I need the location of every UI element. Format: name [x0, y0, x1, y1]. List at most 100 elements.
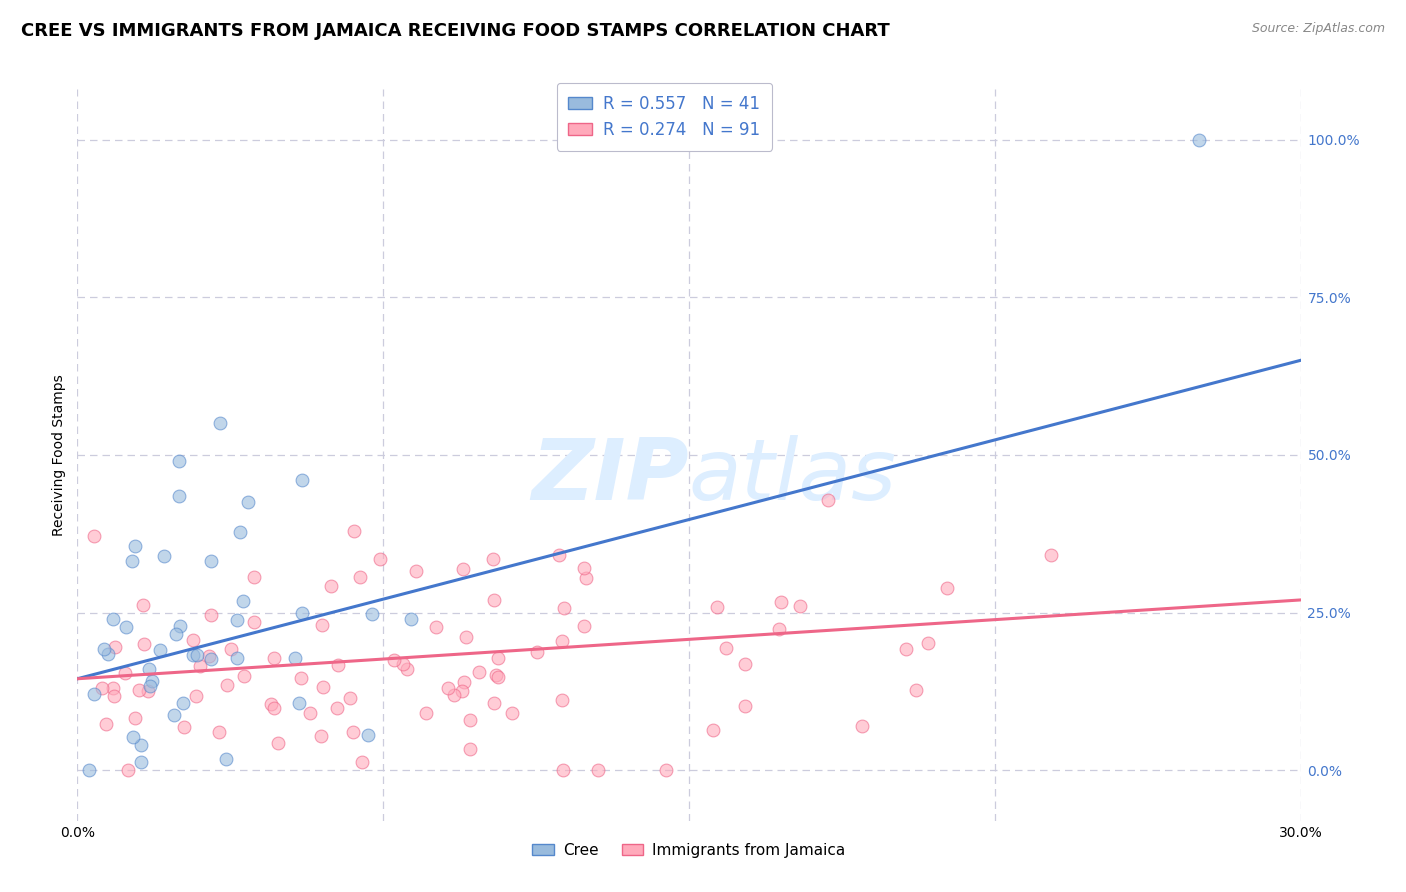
Point: [83, 687, 105, 701]
Point: [437, 681, 460, 695]
Point: [894, 642, 917, 657]
Point: [575, 571, 598, 585]
Point: [104, 640, 127, 654]
Point: [232, 594, 254, 608]
Point: [263, 651, 285, 665]
Point: [399, 611, 422, 625]
Point: [243, 615, 266, 629]
Point: [321, 579, 343, 593]
Point: [326, 701, 349, 715]
Text: ZIP: ZIP: [531, 435, 689, 518]
Point: [714, 640, 737, 655]
Point: [734, 657, 756, 672]
Point: [501, 706, 523, 720]
Point: [458, 742, 481, 756]
Point: [309, 729, 332, 743]
Point: [267, 736, 290, 750]
Point: [128, 682, 150, 697]
Point: [115, 620, 138, 634]
Point: [149, 643, 172, 657]
Point: [357, 728, 380, 742]
Text: Source: ZipAtlas.com: Source: ZipAtlas.com: [1251, 22, 1385, 36]
Point: [382, 653, 405, 667]
Point: [172, 697, 194, 711]
Y-axis label: Receiving Food Stamps: Receiving Food Stamps: [52, 374, 66, 536]
Point: [200, 651, 222, 665]
Point: [114, 665, 136, 680]
Point: [486, 670, 509, 684]
Point: [138, 679, 160, 693]
Point: [458, 713, 481, 727]
Point: [136, 684, 159, 698]
Point: [263, 701, 285, 715]
Point: [121, 554, 143, 568]
Point: [425, 620, 447, 634]
Point: [547, 549, 569, 563]
Point: [93, 641, 115, 656]
Point: [342, 724, 364, 739]
Point: [851, 718, 873, 732]
Point: [588, 763, 610, 777]
Point: [526, 645, 548, 659]
Point: [169, 454, 191, 468]
Point: [141, 673, 163, 688]
Point: [1039, 548, 1062, 562]
Point: [229, 524, 252, 539]
Point: [405, 564, 427, 578]
Point: [451, 562, 474, 576]
Point: [83, 529, 105, 543]
Point: [339, 690, 361, 705]
Point: [122, 730, 145, 744]
Point: [215, 751, 238, 765]
Point: [368, 552, 391, 566]
Point: [917, 636, 939, 650]
Point: [702, 723, 724, 738]
Point: [486, 651, 509, 665]
Point: [173, 720, 195, 734]
Point: [198, 649, 221, 664]
Text: CREE VS IMMIGRANTS FROM JAMAICA RECEIVING FOOD STAMPS CORRELATION CHART: CREE VS IMMIGRANTS FROM JAMAICA RECEIVIN…: [21, 22, 890, 40]
Point: [124, 711, 146, 725]
Point: [734, 699, 756, 714]
Point: [655, 763, 678, 777]
Point: [415, 706, 437, 721]
Point: [326, 658, 349, 673]
Point: [167, 489, 190, 503]
Point: [485, 668, 508, 682]
Point: [183, 648, 205, 662]
Point: [789, 599, 811, 613]
Point: [186, 648, 208, 662]
Point: [817, 493, 839, 508]
Point: [124, 539, 146, 553]
Point: [103, 689, 125, 703]
Point: [311, 680, 333, 694]
Point: [91, 681, 114, 695]
Point: [138, 662, 160, 676]
Point: [236, 495, 259, 509]
Text: atlas: atlas: [689, 435, 897, 518]
Point: [225, 651, 247, 665]
Point: [935, 581, 957, 595]
Point: [551, 692, 574, 706]
Point: [96, 717, 118, 731]
Legend: Cree, Immigrants from Jamaica: Cree, Immigrants from Jamaica: [526, 837, 852, 864]
Point: [290, 671, 312, 685]
Point: [311, 618, 333, 632]
Point: [768, 622, 790, 636]
Point: [572, 619, 595, 633]
Point: [200, 554, 222, 568]
Point: [349, 570, 371, 584]
Point: [450, 684, 472, 698]
Point: [97, 648, 120, 662]
Point: [905, 682, 928, 697]
Point: [291, 606, 314, 620]
Point: [117, 763, 139, 777]
Point: [226, 613, 249, 627]
Point: [153, 549, 176, 564]
Point: [208, 417, 231, 431]
Point: [484, 696, 506, 710]
Point: [101, 681, 124, 695]
Point: [361, 607, 384, 622]
Point: [342, 524, 364, 538]
Point: [131, 755, 153, 769]
